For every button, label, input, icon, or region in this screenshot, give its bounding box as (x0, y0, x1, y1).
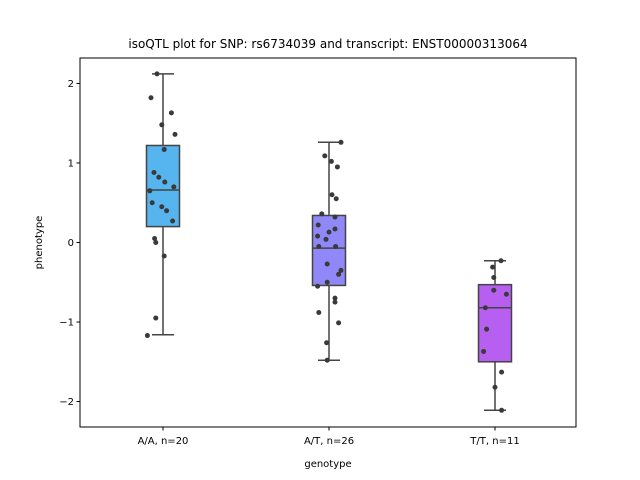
data-point (316, 309, 322, 315)
plot-content (144, 71, 513, 413)
data-point (319, 211, 325, 217)
box (477, 283, 513, 363)
data-point (333, 196, 339, 202)
y-tick-label: −2 (59, 397, 74, 408)
data-point (161, 253, 167, 259)
data-point (333, 243, 339, 249)
x-axis-ticks: A/A, n=20 A/T, n=26 T/T, n=11 (138, 427, 520, 447)
y-tick-label: 2 (68, 79, 74, 90)
x-tick-label: A/A, n=20 (138, 436, 189, 447)
data-point (148, 95, 154, 101)
data-point (324, 261, 330, 267)
data-point (153, 240, 159, 245)
data-point (326, 229, 332, 235)
y-axis-ticks: −2 −1 0 1 2 (59, 79, 80, 408)
data-point (159, 122, 165, 128)
data-point (323, 236, 329, 242)
data-point (324, 279, 330, 285)
data-point (149, 200, 155, 206)
y-axis-label: phenotype (34, 216, 45, 270)
chart-title: isoQTL plot for SNP: rs6734039 and trans… (128, 37, 527, 51)
x-tick-label: T/T, n=11 (469, 436, 519, 447)
data-point (332, 299, 338, 305)
box-group (477, 260, 513, 412)
data-point (491, 274, 497, 280)
data-point (332, 226, 338, 232)
data-point (170, 218, 176, 224)
data-point (499, 369, 505, 375)
y-tick-label: −1 (59, 318, 74, 329)
data-point (328, 158, 334, 164)
data-point (315, 222, 321, 228)
data-point (162, 179, 168, 185)
data-point (172, 131, 178, 137)
data-point (316, 243, 322, 249)
data-point (322, 153, 328, 159)
data-point (481, 348, 487, 354)
data-point (503, 291, 509, 297)
data-point (332, 295, 338, 301)
data-point (171, 184, 177, 190)
data-point (168, 110, 174, 116)
x-tick-label: A/T, n=26 (304, 436, 354, 447)
data-point (482, 305, 488, 311)
data-point (161, 146, 167, 152)
data-point (332, 214, 338, 220)
y-tick-label: 0 (68, 238, 74, 249)
data-point (498, 258, 504, 264)
box-group (311, 141, 347, 361)
data-point (324, 340, 330, 346)
data-point (324, 357, 330, 363)
data-point (164, 208, 170, 214)
data-point (492, 384, 498, 390)
data-point (338, 267, 344, 273)
data-point (334, 164, 340, 170)
data-point (336, 320, 342, 326)
data-point (315, 283, 321, 289)
data-point (484, 326, 490, 332)
data-point (159, 204, 165, 210)
data-point (336, 271, 342, 277)
data-point (151, 170, 157, 176)
data-point (338, 139, 344, 145)
x-axis-label: genotype (304, 459, 351, 470)
data-point (153, 315, 159, 321)
y-tick-label: 1 (68, 158, 74, 169)
data-point (152, 236, 158, 242)
data-point (147, 188, 153, 194)
data-point (154, 71, 160, 77)
data-point (499, 407, 505, 413)
data-point (329, 192, 335, 198)
data-point (490, 264, 496, 270)
data-point (144, 333, 150, 339)
data-point (156, 174, 162, 180)
data-point (315, 233, 321, 239)
data-point (491, 287, 497, 293)
